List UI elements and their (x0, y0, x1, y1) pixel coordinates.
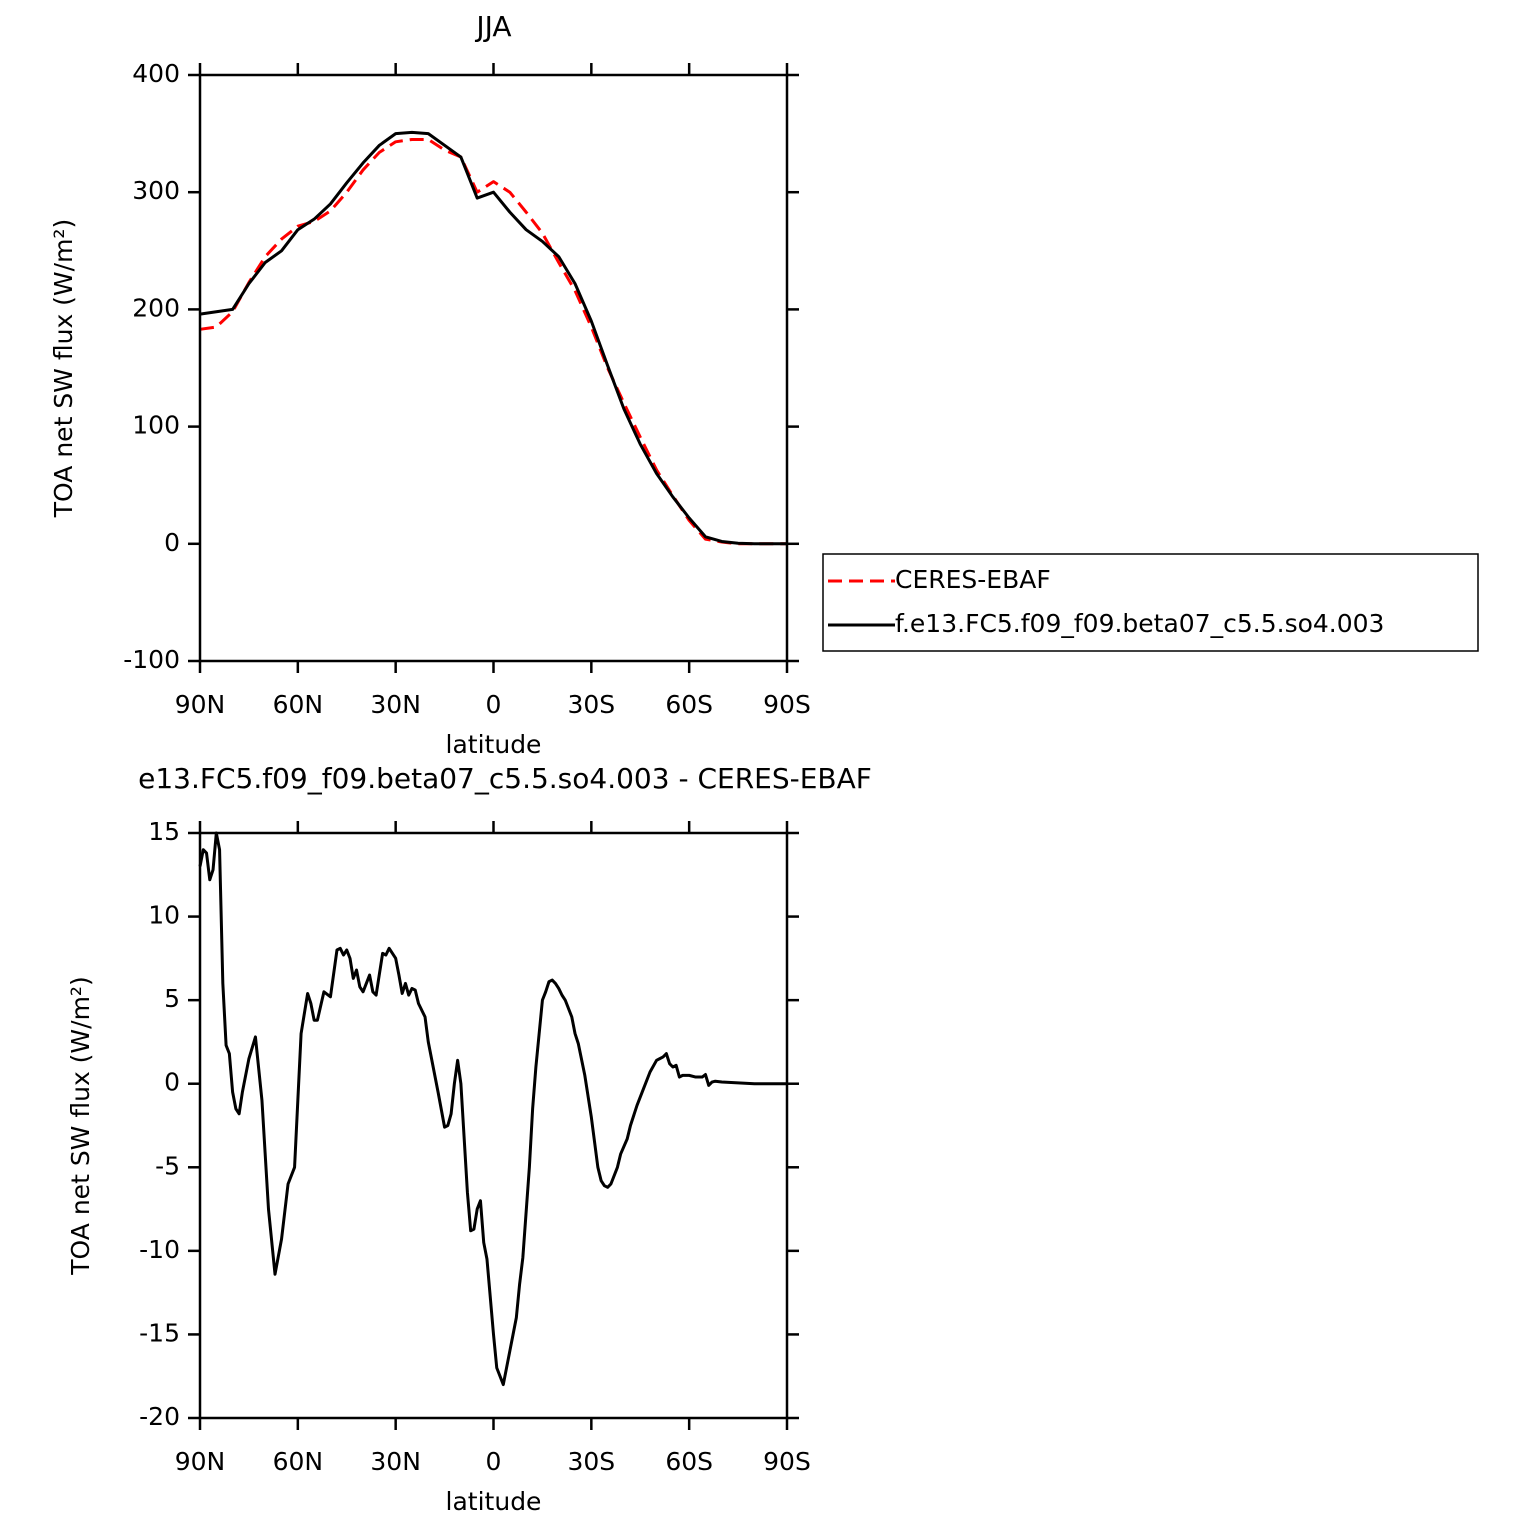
y-tick-label: 0 (164, 1068, 180, 1097)
x-tick-label: 60N (273, 690, 324, 719)
legend-label: f.e13.FC5.f09_f09.beta07_c5.5.so4.003 (895, 609, 1384, 638)
legend-label: CERES-EBAF (895, 565, 1051, 594)
y-tick-label: -100 (123, 645, 180, 674)
x-tick-label: 30S (567, 1447, 615, 1476)
x-tick-label: 90N (175, 1447, 226, 1476)
y-tick-label: -15 (139, 1318, 180, 1347)
y-axis-label: TOA net SW flux (W/m²) (66, 976, 95, 1275)
y-tick-label: 0 (164, 528, 180, 557)
x-tick-label: 60S (665, 690, 713, 719)
x-tick-label: 30S (567, 690, 615, 719)
y-tick-label: 400 (132, 59, 180, 88)
x-tick-label: 90S (763, 1447, 811, 1476)
y-tick-label: -10 (139, 1235, 180, 1264)
data-line (199, 137, 787, 546)
y-tick-label: -5 (155, 1151, 180, 1180)
y-tick-label: 200 (132, 293, 180, 322)
legend-box (822, 553, 1479, 652)
x-tick-label: 30N (370, 1447, 421, 1476)
x-tick-label: 0 (486, 1447, 502, 1476)
data-line (198, 831, 787, 1387)
x-tick-label: 90S (763, 690, 811, 719)
x-tick-label: 90N (175, 690, 226, 719)
data-line (199, 130, 787, 546)
x-tick-label: 0 (486, 690, 502, 719)
x-tick-label: 60N (273, 1447, 324, 1476)
x-axis-label: latitude (446, 1487, 542, 1516)
x-tick-label: 30N (370, 690, 421, 719)
y-tick-label: 5 (164, 984, 180, 1013)
x-tick-label: 60S (665, 1447, 713, 1476)
y-tick-label: 300 (132, 176, 180, 205)
y-axis-label: TOA net SW flux (W/m²) (49, 219, 78, 518)
y-tick-label: 15 (148, 817, 180, 846)
plot-frame (198, 73, 789, 663)
x-axis-label: latitude (446, 730, 542, 759)
y-tick-label: -20 (139, 1402, 180, 1431)
y-tick-label: 10 (148, 901, 180, 930)
chart-title: JJA (474, 10, 511, 43)
y-tick-label: 100 (132, 411, 180, 440)
chart-title: e13.FC5.f09_f09.beta07_c5.5.so4.003 - CE… (138, 762, 872, 795)
